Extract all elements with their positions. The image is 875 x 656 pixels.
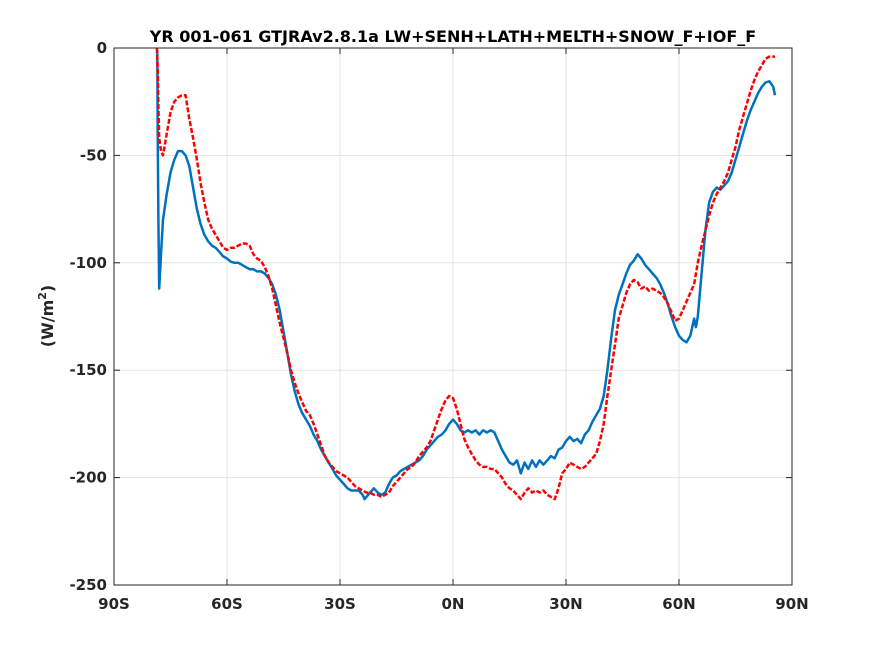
y-axis-label-prefix: (W/m bbox=[38, 300, 57, 347]
y-tick-label: -50 bbox=[80, 146, 107, 164]
x-tick-label: 90N bbox=[775, 595, 808, 613]
y-tick-label: -200 bbox=[69, 469, 107, 487]
y-tick-label: -250 bbox=[69, 576, 107, 594]
x-tick-labels: 90S 60S 30S 0N 30N 60N 90N bbox=[98, 595, 809, 613]
x-tick-label: 30S bbox=[324, 595, 356, 613]
series-line-1 bbox=[156, 50, 777, 501]
y-axis-label-superscript: 2 bbox=[36, 292, 49, 300]
y-axis-label: (W/m2) bbox=[36, 285, 57, 347]
chart-title: YR 001-061 GTJRAv2.8.1a LW+SENH+LATH+MEL… bbox=[149, 27, 756, 46]
y-tick-label: 0 bbox=[97, 39, 107, 57]
series-lines bbox=[155, 47, 777, 501]
axis-ticks bbox=[113, 47, 793, 586]
x-tick-label: 90S bbox=[98, 595, 130, 613]
x-tick-label: 30N bbox=[549, 595, 582, 613]
y-tick-label: -100 bbox=[69, 254, 107, 272]
y-tick-label: -150 bbox=[69, 361, 107, 379]
grid-lines bbox=[114, 48, 792, 585]
y-axis-label-suffix: ) bbox=[38, 285, 57, 292]
y-tick-labels: 0 -50 -100 -150 -200 -250 bbox=[69, 39, 107, 594]
series-line-2 bbox=[155, 47, 775, 501]
x-tick-label: 0N bbox=[442, 595, 465, 613]
x-tick-label: 60N bbox=[662, 595, 695, 613]
x-tick-label: 60S bbox=[211, 595, 243, 613]
